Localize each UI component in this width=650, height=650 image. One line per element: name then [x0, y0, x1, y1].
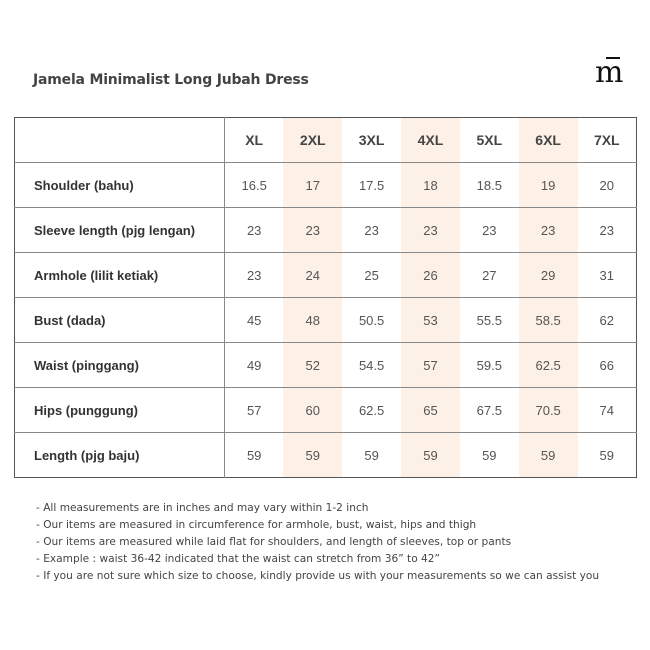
size-chart-table: XL 2XL 3XL 4XL 5XL 6XL 7XL Shoulder (bah…: [14, 117, 637, 478]
table-cell: 50.5: [342, 297, 402, 343]
table-row: Sleeve length (pjg lengan) 23 23 23 23 2…: [14, 207, 637, 253]
table-cell: 52: [283, 342, 343, 388]
row-label-bust: Bust (dada): [14, 297, 225, 343]
table-cell: 65: [401, 387, 460, 433]
table-cell: 57: [224, 387, 284, 433]
note-line: - All measurements are in inches and may…: [36, 502, 369, 514]
logo-bar: [606, 57, 620, 59]
note-line: - If you are not sure which size to choo…: [36, 570, 600, 582]
table-cell: 48: [283, 297, 343, 343]
table-row: Shoulder (bahu) 16.5 17 17.5 18 18.5 19 …: [14, 162, 637, 208]
size-header-2xl: 2XL: [283, 117, 343, 163]
row-label-armhole: Armhole (lilit ketiak): [14, 252, 225, 298]
table-cell: 49: [224, 342, 284, 388]
table-cell: 62: [577, 297, 637, 343]
table-cell: 54.5: [342, 342, 402, 388]
row-label-sleeve-length: Sleeve length (pjg lengan): [14, 207, 225, 253]
table-cell: 23: [401, 207, 460, 253]
note-line: - Example : waist 36-42 indicated that t…: [36, 553, 441, 565]
table-cell: 26: [401, 252, 460, 298]
note-line: - Our items are measured while laid flat…: [36, 536, 512, 548]
brand-logo: m: [595, 55, 624, 90]
table-cell: 55.5: [459, 297, 519, 343]
table-cell: 62.5: [342, 387, 402, 433]
table-row: Waist (pinggang) 49 52 54.5 57 59.5 62.5…: [14, 342, 637, 388]
table-cell: 24: [283, 252, 343, 298]
table-cell: 59: [283, 432, 343, 478]
table-cell: 59: [401, 432, 460, 478]
table-row: Armhole (lilit ketiak) 23 24 25 26 27 29…: [14, 252, 637, 298]
table-cell: 18: [401, 162, 460, 208]
table-cell: 19: [518, 162, 578, 208]
size-header-5xl: 5XL: [459, 117, 519, 163]
table-cell: 23: [224, 252, 284, 298]
table-cell: 59: [518, 432, 578, 478]
table-cell: 17: [283, 162, 343, 208]
table-row: Hips (punggung) 57 60 62.5 65 67.5 70.5 …: [14, 387, 637, 433]
size-header-xl: XL: [224, 117, 284, 163]
page-title: Jamela Minimalist Long Jubah Dress: [33, 72, 309, 88]
table-cell: 59: [599, 447, 615, 463]
size-header-3xl: 3XL: [342, 117, 402, 163]
table-cell: 60: [283, 387, 343, 433]
table-cell: 59.5: [459, 342, 519, 388]
table-cell: 17.5: [342, 162, 402, 208]
table-cell: 62.5: [518, 342, 578, 388]
table-cell: 58.5: [518, 297, 578, 343]
table-cell: 53: [401, 297, 460, 343]
size-header-7xl: 7XL: [577, 117, 637, 163]
table-cell: 27: [459, 252, 519, 298]
table-cell: 70.5: [518, 387, 578, 433]
table-cell: 23: [224, 207, 284, 253]
table-cell: 23: [459, 207, 519, 253]
table-cell: 59: [246, 447, 262, 463]
table-cell: 74: [577, 387, 637, 433]
table-cell: 23: [342, 207, 402, 253]
table-row: Bust (dada) 45 48 50.5 53 55.5 58.5 62: [14, 297, 637, 343]
table-cell: 57: [401, 342, 460, 388]
note-line: - Our items are measured in circumferenc…: [36, 519, 477, 531]
table-cell: 29: [518, 252, 578, 298]
table-header-row: XL 2XL 3XL 4XL 5XL 6XL 7XL: [14, 117, 637, 163]
table-cell: 20: [577, 162, 637, 208]
table-cell: 67.5: [459, 387, 519, 433]
table-cell: 25: [342, 252, 402, 298]
table-cell: 23: [283, 207, 343, 253]
table-cell: 18.5: [459, 162, 519, 208]
logo-letter: m: [595, 55, 624, 90]
size-header-6xl: 6XL: [518, 117, 578, 163]
table-cell: 66: [577, 342, 637, 388]
table-cell: 59: [482, 447, 497, 463]
row-label-shoulder: Shoulder (bahu): [14, 162, 225, 208]
table-cell: 59: [364, 447, 379, 463]
table-cell: 23: [518, 207, 578, 253]
row-label-length: Length (pjg baju): [14, 432, 225, 478]
table-cell: 23: [577, 207, 637, 253]
row-label-waist: Waist (pinggang): [14, 342, 225, 388]
table-cell: 31: [577, 252, 637, 298]
row-label-hips: Hips (punggung): [14, 387, 225, 433]
table-row: Length (pjg baju) 59 59 59 59 59 59 59: [14, 432, 637, 478]
table-cell: 16.5: [224, 162, 284, 208]
size-header-4xl: 4XL: [401, 117, 460, 163]
measurement-notes: - All measurements are in inches and may…: [36, 500, 599, 585]
header-blank-cell: [14, 117, 225, 163]
table-cell: 45: [224, 297, 284, 343]
